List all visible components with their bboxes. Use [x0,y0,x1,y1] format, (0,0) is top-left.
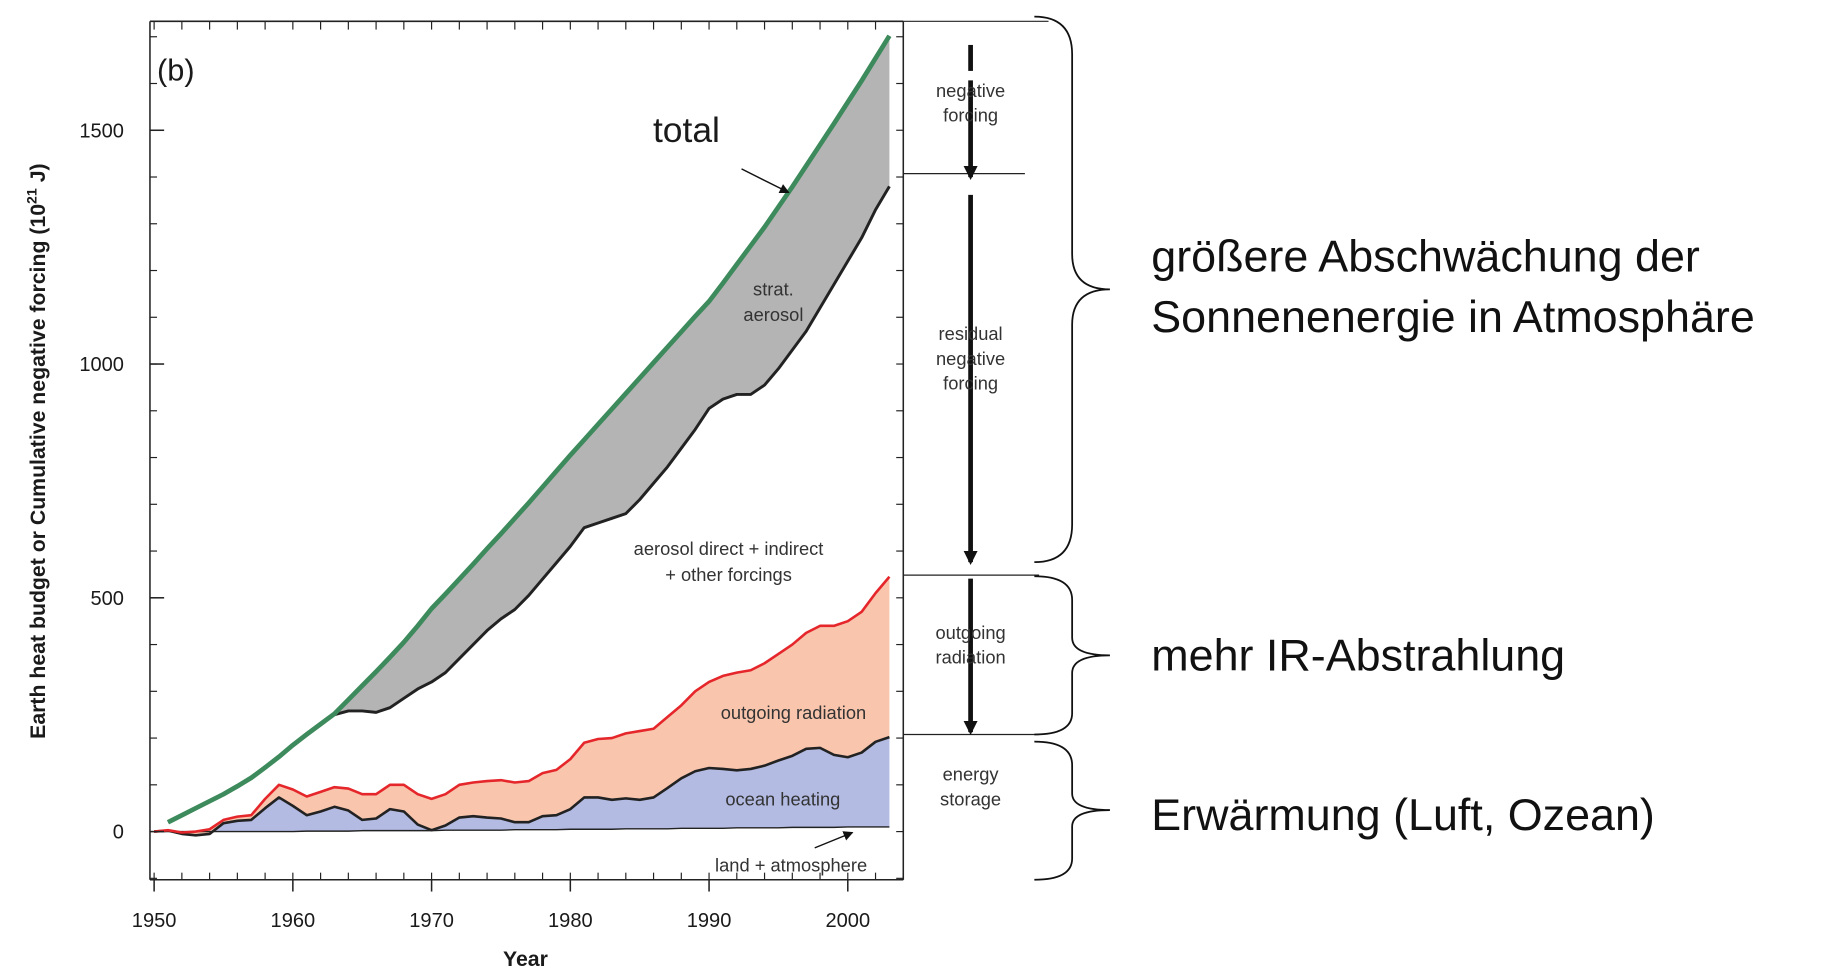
brace-label: Sonnenenergie in Atmosphäre [1151,291,1755,342]
braces [1034,15,1110,881]
series-label: total [653,110,720,150]
area-label: strat. [753,278,794,299]
y-axis-label-exponent: 21 [25,188,41,204]
y-tick-label: 1500 [79,120,124,142]
y-axis-label: Earth heat budget or Cumulative negative… [25,163,50,738]
brace [1034,15,1110,563]
x-tick-label: 1990 [687,910,732,932]
brace-label: mehr IR-Abstrahlung [1151,630,1565,681]
x-axis-label: Year [503,947,548,966]
area-label: aerosol [743,304,803,325]
series-line [154,826,890,833]
series-label: outgoing radiation [721,702,866,723]
area-fill [154,737,890,836]
panel-label: residual [939,323,1003,344]
panel-label: forcing [943,105,998,126]
x-tick-label: 1970 [409,910,454,932]
brace [1034,740,1110,881]
y-tick-label: 500 [90,588,123,610]
brace-label: größere Abschwächung der [1151,231,1700,282]
panel-label: energy [943,764,1000,785]
brace-label: Erwärmung (Luft, Ozean) [1151,789,1655,840]
series-line [166,34,892,825]
panel-label: radiation [935,647,1005,668]
series-line [154,735,890,837]
series-label: + other forcings [665,564,792,585]
plot-area [153,34,892,837]
annotation-arrow [814,831,854,849]
area-fill [154,576,890,836]
annotation-panel: negative forcing residual negative forcing ou… [935,80,1754,840]
series-label: ocean heating [725,788,840,809]
panel-label: negative [936,80,1005,101]
panel-label: outgoing [935,622,1005,643]
panel-label: storage [940,788,1001,809]
x-tick-label: 1960 [271,910,316,932]
y-tick-label: 0 [113,822,124,844]
annotation-arrow [741,168,790,194]
panel-label: (b) [157,52,195,87]
panel-label: forcing [943,373,998,394]
series-line [153,575,891,834]
y-axis-label-text: Earth heat budget or Cumulative negative… [26,204,50,739]
brace [1034,575,1110,736]
series-label: land + atmosphere [715,854,867,875]
series-label: aerosol direct + indirect [634,538,824,559]
x-tick-label: 2000 [825,910,870,932]
panel-label: negative [936,348,1005,369]
x-tick-label: 1980 [548,910,593,932]
x-tick-label: 1950 [132,910,177,932]
y-tick-label: 1000 [79,354,124,376]
y-axis-label-unit: J) [26,163,50,188]
